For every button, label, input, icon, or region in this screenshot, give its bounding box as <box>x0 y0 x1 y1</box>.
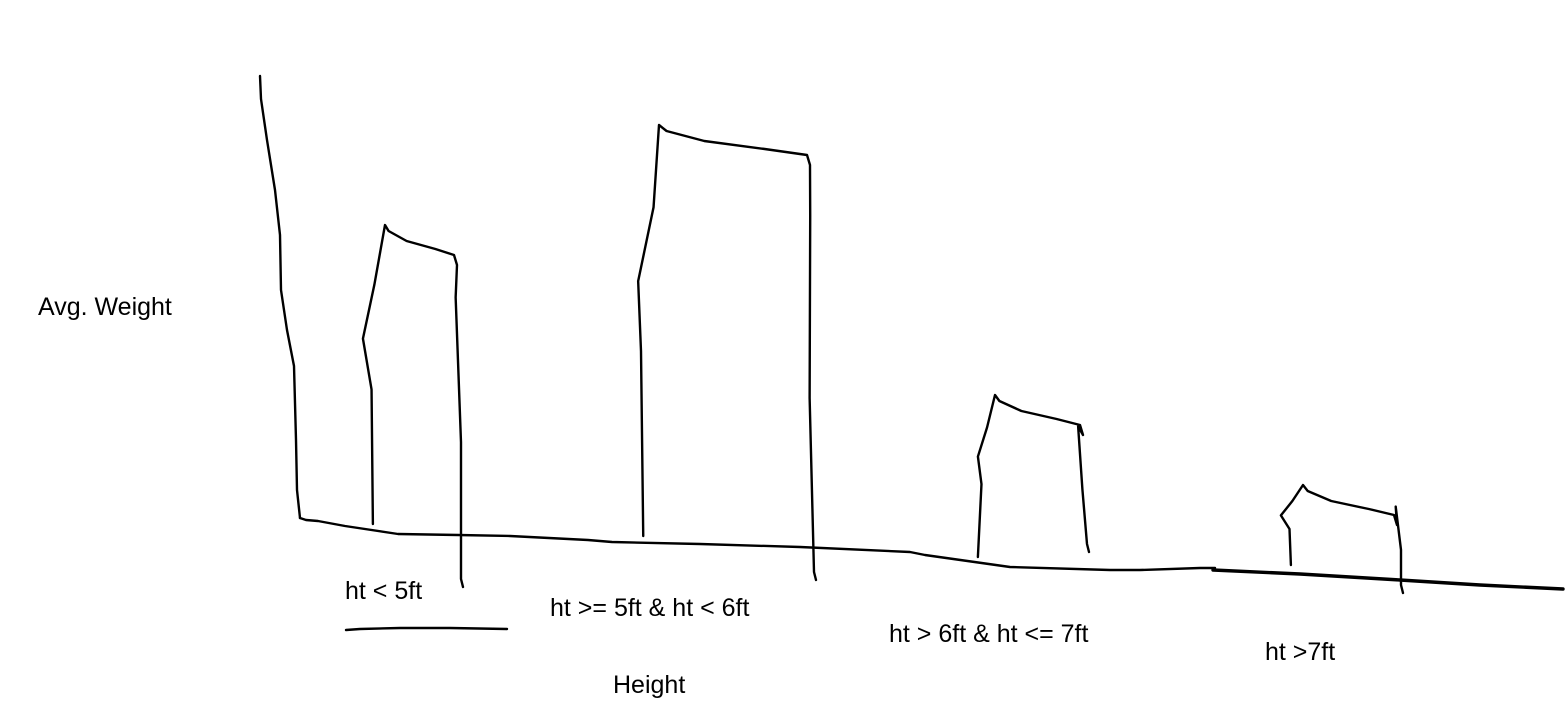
category-label-6ft-7ft: ht > 6ft & ht <= 7ft <box>889 620 1089 648</box>
underline-stroke <box>344 626 509 632</box>
y-axis-line <box>258 74 302 520</box>
bar-lt-5ft <box>361 223 465 589</box>
category-label-lt-5ft: ht < 5ft <box>345 577 423 605</box>
bar-6ft-7ft <box>976 393 1091 559</box>
x-axis-line <box>298 516 1217 572</box>
y-axis-label: Avg. Weight <box>38 293 172 321</box>
x-axis-label: Height <box>613 671 686 699</box>
bar-5ft-6ft <box>636 123 818 582</box>
category-label-gt-7ft: ht >7ft <box>1265 638 1336 666</box>
bar-gt-7ft <box>1279 483 1405 595</box>
category-label-5ft-6ft: ht >= 5ft & ht < 6ft <box>550 594 750 622</box>
x-axis-line-extension <box>1211 568 1565 591</box>
